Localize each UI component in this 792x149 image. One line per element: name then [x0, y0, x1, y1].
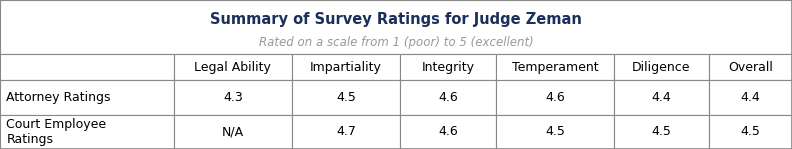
Text: Integrity: Integrity: [421, 61, 474, 74]
Text: 4.6: 4.6: [438, 91, 458, 104]
Text: 4.6: 4.6: [438, 125, 458, 138]
Bar: [400, 80, 496, 115]
Text: 4.5: 4.5: [545, 125, 565, 138]
Text: Overall: Overall: [728, 61, 773, 74]
Bar: [496, 80, 614, 115]
Text: 4.5: 4.5: [652, 125, 672, 138]
Text: Temperament: Temperament: [512, 61, 598, 74]
Text: N/A: N/A: [222, 125, 244, 138]
Text: Impartiality: Impartiality: [310, 61, 382, 74]
Bar: [174, 54, 291, 80]
Text: 4.7: 4.7: [336, 125, 356, 138]
Text: Legal Ability: Legal Ability: [194, 61, 271, 74]
Bar: [710, 115, 792, 149]
Text: 4.6: 4.6: [545, 91, 565, 104]
Bar: [400, 115, 496, 149]
Bar: [710, 54, 792, 80]
Bar: [496, 54, 614, 80]
Text: 4.3: 4.3: [223, 91, 242, 104]
Bar: [0, 115, 174, 149]
Bar: [614, 80, 710, 115]
Bar: [291, 80, 400, 115]
Bar: [614, 54, 710, 80]
Text: 4.5: 4.5: [336, 91, 356, 104]
Bar: [174, 80, 291, 115]
Bar: [614, 115, 710, 149]
Bar: [710, 80, 792, 115]
Bar: [0, 80, 174, 115]
Text: 4.4: 4.4: [741, 91, 760, 104]
Bar: [174, 115, 291, 149]
Bar: [0, 54, 174, 80]
Bar: [0, 0, 792, 54]
Text: Attorney Ratings: Attorney Ratings: [6, 91, 111, 104]
Bar: [400, 54, 496, 80]
Text: 4.5: 4.5: [741, 125, 760, 138]
Text: Diligence: Diligence: [632, 61, 691, 74]
Text: 4.4: 4.4: [652, 91, 672, 104]
Bar: [291, 115, 400, 149]
Text: Rated on a scale from 1 (poor) to 5 (excellent): Rated on a scale from 1 (poor) to 5 (exc…: [259, 36, 533, 49]
Bar: [496, 115, 614, 149]
Bar: [291, 54, 400, 80]
Text: Summary of Survey Ratings for Judge Zeman: Summary of Survey Ratings for Judge Zema…: [210, 11, 582, 27]
Text: Court Employee
Ratings: Court Employee Ratings: [6, 118, 106, 146]
